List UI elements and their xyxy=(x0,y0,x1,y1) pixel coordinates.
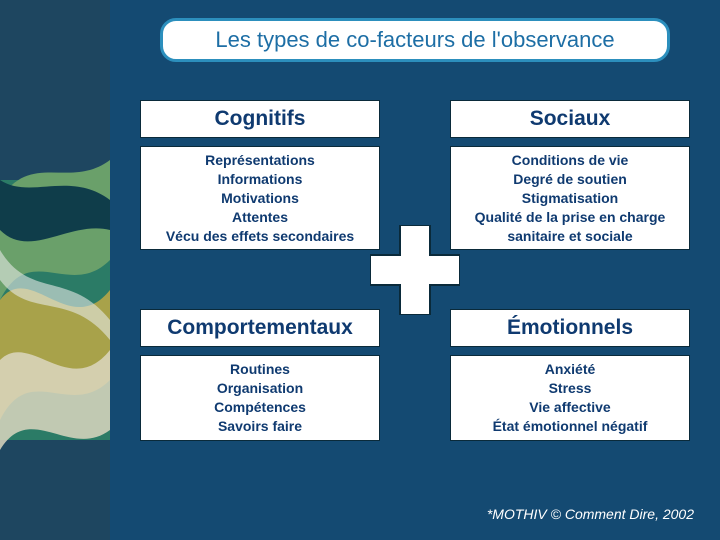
list-item: État émotionnel négatif xyxy=(457,417,683,436)
list-item: Stigmatisation xyxy=(457,189,683,208)
content-area: Les types de co-facteurs de l'observance… xyxy=(110,0,720,540)
list-item: Qualité de la prise en charge sanitaire … xyxy=(457,208,683,246)
list-item: Compétences xyxy=(147,398,373,417)
quadrant-cognitifs: Cognitifs Représentations Informations M… xyxy=(140,100,380,283)
list-item: Degré de soutien xyxy=(457,170,683,189)
quadrant-emotionnels: Émotionnels Anxiété Stress Vie affective… xyxy=(450,309,690,492)
quadrant-sociaux: Sociaux Conditions de vie Degré de souti… xyxy=(450,100,690,283)
list-item: Motivations xyxy=(147,189,373,208)
center-cross-icon xyxy=(370,225,460,315)
quadrant-comportementaux-title: Comportementaux xyxy=(140,309,380,347)
quadrant-cognitifs-title: Cognitifs xyxy=(140,100,380,138)
footnote-text: *MOTHIV © Comment Dire, 2002 xyxy=(487,506,694,522)
list-item: Informations xyxy=(147,170,373,189)
sidebar-art xyxy=(0,0,110,540)
list-item: Conditions de vie xyxy=(457,151,683,170)
quadrant-comportementaux: Comportementaux Routines Organisation Co… xyxy=(140,309,380,492)
sidebar xyxy=(0,0,110,540)
list-item: Vie affective xyxy=(457,398,683,417)
list-item: Stress xyxy=(457,379,683,398)
list-item: Attentes xyxy=(147,208,373,227)
quadrant-emotionnels-title: Émotionnels xyxy=(450,309,690,347)
list-item: Représentations xyxy=(147,151,373,170)
quadrant-comportementaux-body: Routines Organisation Compétences Savoir… xyxy=(140,355,380,441)
list-item: Anxiété xyxy=(457,360,683,379)
quadrant-sociaux-title: Sociaux xyxy=(450,100,690,138)
quadrant-emotionnels-body: Anxiété Stress Vie affective État émotio… xyxy=(450,355,690,441)
footnote: *MOTHIV © Comment Dire, 2002 xyxy=(487,506,694,522)
slide-title-text: Les types de co-facteurs de l'observance xyxy=(215,27,614,52)
list-item: Organisation xyxy=(147,379,373,398)
list-item: Routines xyxy=(147,360,373,379)
list-item: Vécu des effets secondaires xyxy=(147,227,373,246)
slide-title: Les types de co-facteurs de l'observance xyxy=(160,18,670,62)
quadrant-cognitifs-body: Représentations Informations Motivations… xyxy=(140,146,380,250)
list-item: Savoirs faire xyxy=(147,417,373,436)
quadrant-sociaux-body: Conditions de vie Degré de soutien Stigm… xyxy=(450,146,690,250)
